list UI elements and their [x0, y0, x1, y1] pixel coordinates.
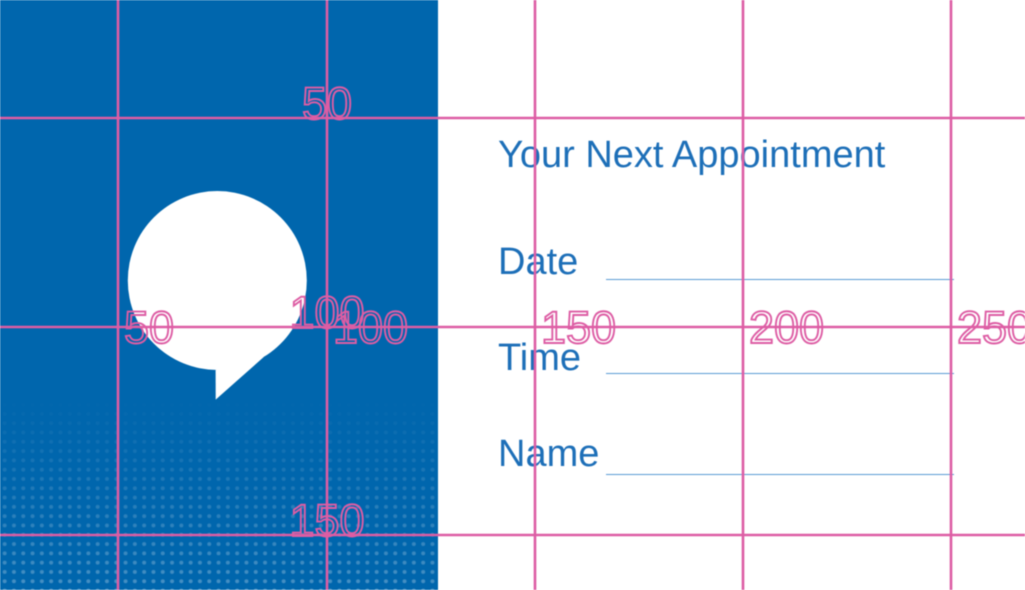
svg-text:250: 250 [957, 302, 1025, 353]
svg-text:200: 200 [749, 302, 824, 353]
